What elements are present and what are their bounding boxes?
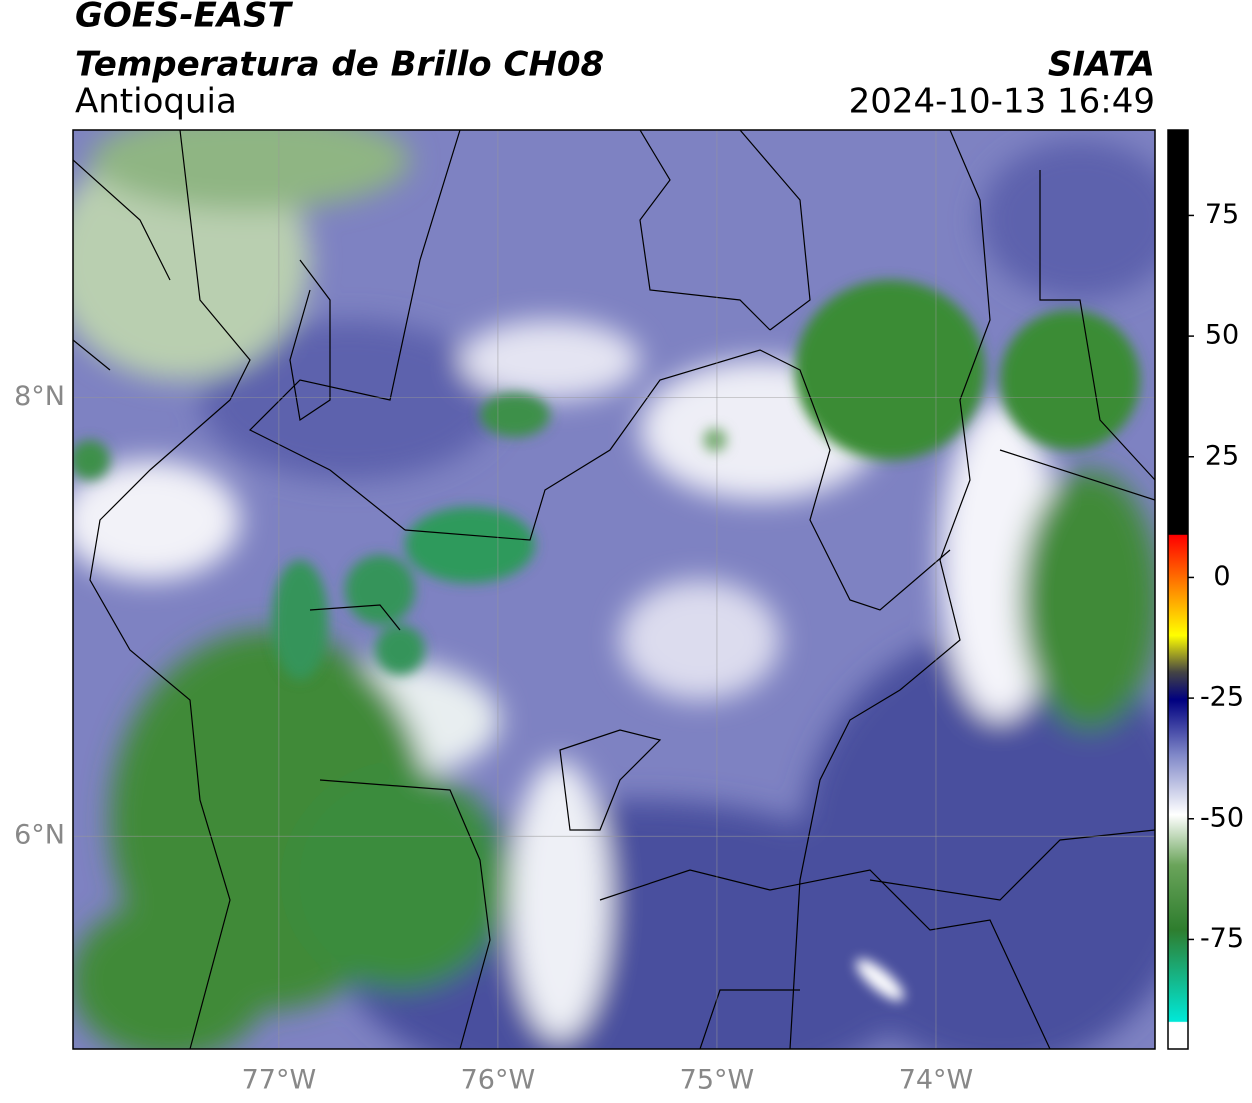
title: GOES-EAST (75, 0, 294, 36)
map-frame (72, 129, 1156, 1050)
grid (73, 130, 1155, 1049)
colorbar-tick-label: 25 (1205, 440, 1239, 471)
colorbar-tick-label: 0 (1213, 561, 1230, 592)
colorbar-tick-label: -25 (1200, 682, 1244, 713)
colorbar (1167, 129, 1189, 1050)
x-tick-label: 74°W (899, 1065, 974, 1096)
y-tick-label: 8°N (14, 381, 65, 412)
colorbar-tick-label: 50 (1205, 320, 1239, 351)
source: SIATA (1048, 45, 1155, 85)
colorbar-tick-label: -50 (1200, 802, 1244, 833)
datetime: 2024-10-13 16:49 (849, 82, 1155, 122)
map-image (73, 130, 1155, 1049)
region: Antioquia (75, 82, 237, 122)
y-tick-label: 6°N (14, 820, 65, 851)
subtitle: Temperatura de Brillo CH08 (75, 45, 604, 85)
x-tick-label: 76°W (461, 1065, 536, 1096)
x-tick-label: 77°W (242, 1065, 317, 1096)
colorbar-tick-label: -75 (1200, 923, 1244, 954)
x-tick-label: 75°W (680, 1065, 755, 1096)
colorbar-tick-label: 75 (1205, 199, 1239, 230)
